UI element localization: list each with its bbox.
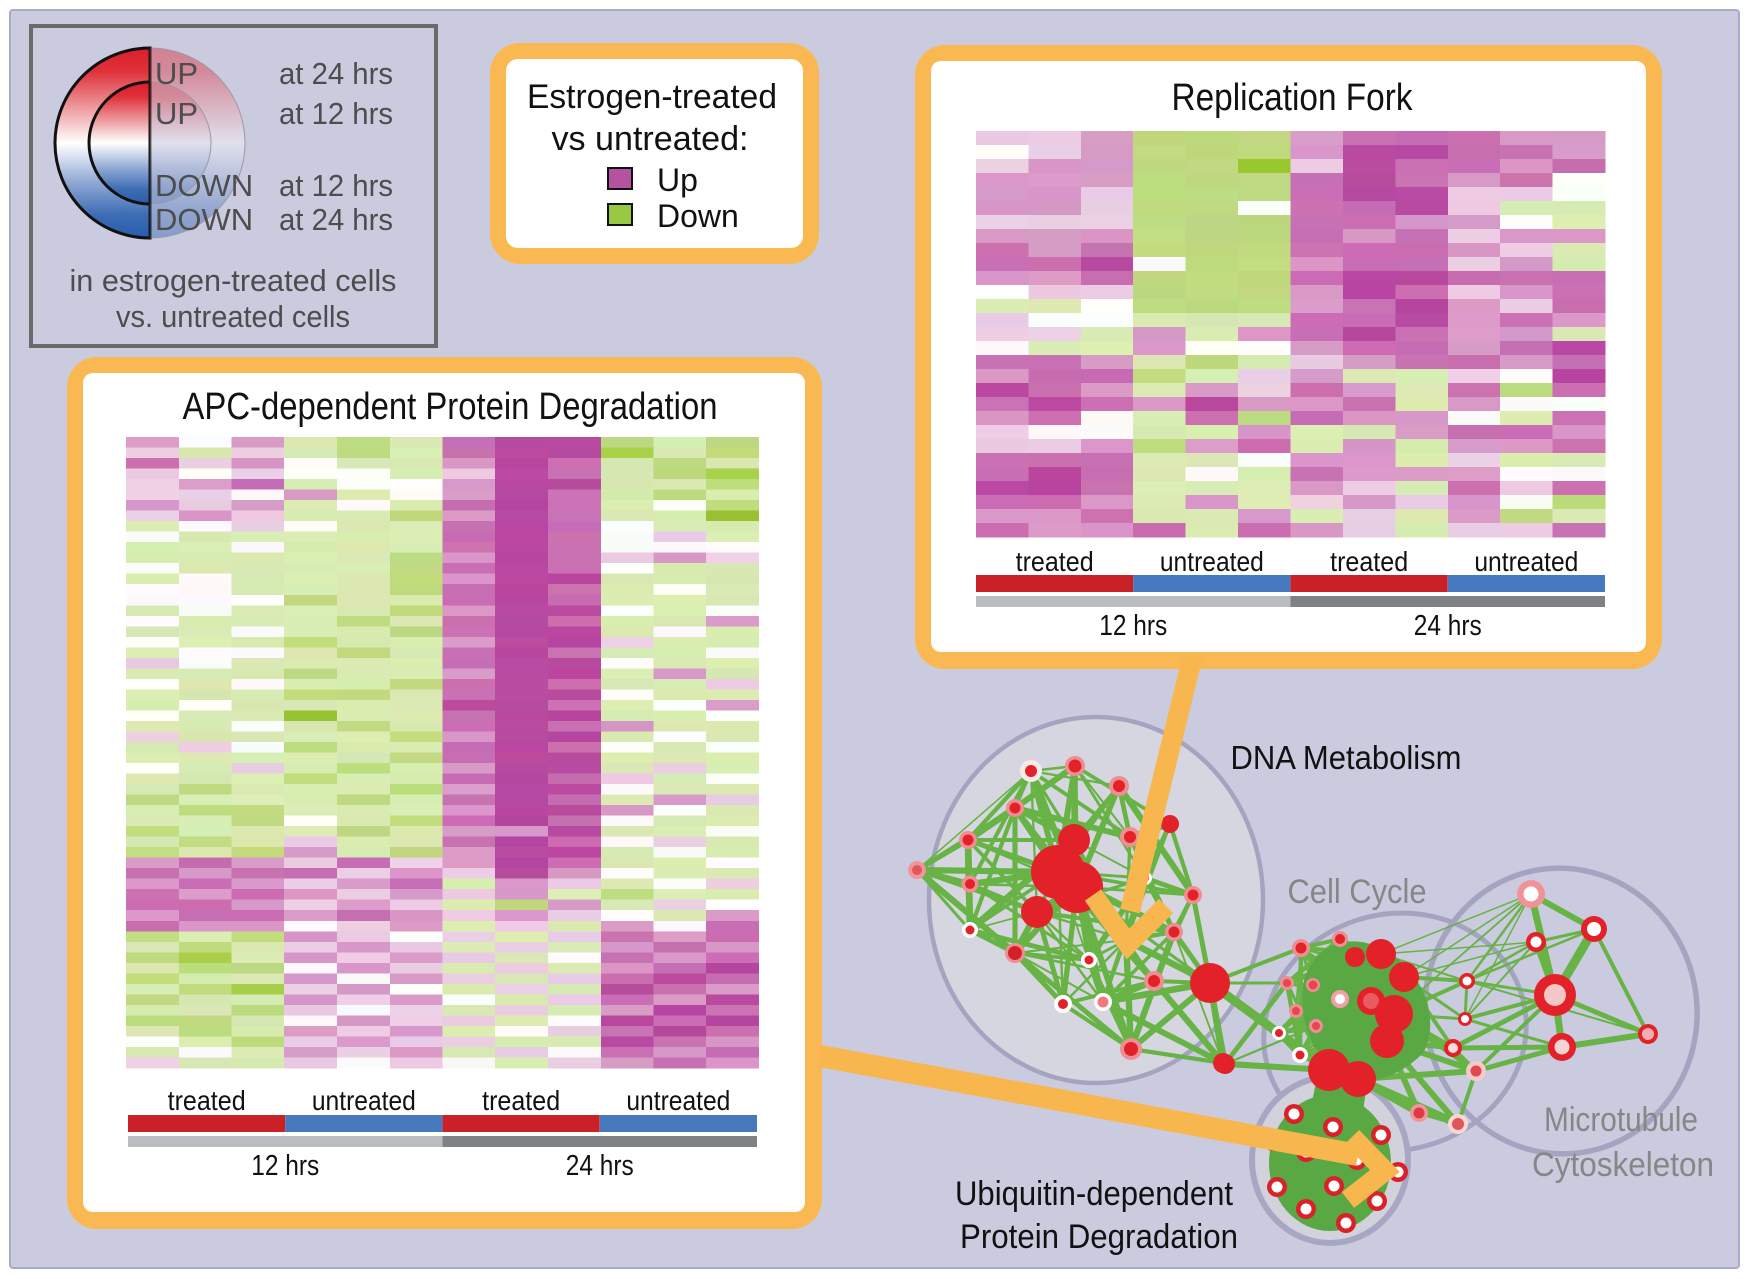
- svg-text:vs untreated:: vs untreated:: [552, 120, 749, 158]
- svg-text:vs. untreated cells: vs. untreated cells: [116, 299, 350, 334]
- svg-text:12 hrs: 12 hrs: [1099, 610, 1167, 642]
- svg-text:treated: treated: [482, 1085, 560, 1116]
- svg-text:treated: treated: [168, 1085, 246, 1116]
- svg-text:APC-dependent Protein Degradat: APC-dependent Protein Degradation: [183, 386, 718, 428]
- svg-text:24 hrs: 24 hrs: [1414, 610, 1482, 642]
- svg-text:at 24 hrs: at 24 hrs: [279, 202, 393, 237]
- svg-text:UP: UP: [155, 96, 198, 131]
- svg-text:DOWN: DOWN: [155, 168, 253, 203]
- svg-text:untreated: untreated: [626, 1085, 730, 1116]
- svg-text:Estrogen-treated: Estrogen-treated: [527, 78, 777, 116]
- svg-text:Down: Down: [657, 198, 739, 234]
- svg-text:24 hrs: 24 hrs: [566, 1150, 634, 1182]
- svg-text:Cell Cycle: Cell Cycle: [1288, 873, 1427, 911]
- svg-text:at 12 hrs: at 12 hrs: [279, 96, 393, 131]
- svg-text:treated: treated: [1330, 546, 1408, 577]
- svg-text:Replication Fork: Replication Fork: [1172, 77, 1414, 119]
- svg-text:at 24 hrs: at 24 hrs: [279, 56, 393, 91]
- svg-text:untreated: untreated: [1474, 546, 1578, 577]
- svg-text:DOWN: DOWN: [155, 202, 253, 237]
- svg-text:untreated: untreated: [312, 1085, 416, 1116]
- svg-text:untreated: untreated: [1160, 546, 1264, 577]
- svg-text:treated: treated: [1016, 546, 1094, 577]
- svg-text:Microtubule: Microtubule: [1544, 1101, 1698, 1139]
- svg-text:Up: Up: [657, 162, 698, 198]
- svg-text:in estrogen-treated cells: in estrogen-treated cells: [70, 263, 397, 298]
- svg-text:Cytoskeleton: Cytoskeleton: [1532, 1146, 1714, 1184]
- svg-text:DNA Metabolism: DNA Metabolism: [1231, 739, 1462, 776]
- svg-text:Protein Degradation: Protein Degradation: [960, 1218, 1238, 1256]
- svg-text:at 12 hrs: at 12 hrs: [279, 168, 393, 203]
- svg-text:UP: UP: [155, 56, 198, 91]
- svg-text:Ubiquitin-dependent: Ubiquitin-dependent: [955, 1175, 1234, 1213]
- svg-text:12 hrs: 12 hrs: [251, 1150, 319, 1182]
